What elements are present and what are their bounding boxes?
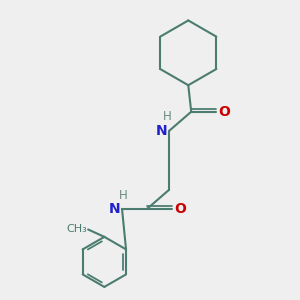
Text: CH₃: CH₃ bbox=[66, 224, 87, 234]
Text: H: H bbox=[163, 110, 172, 123]
Text: O: O bbox=[219, 105, 230, 119]
Text: N: N bbox=[156, 124, 168, 138]
Text: N: N bbox=[109, 202, 121, 216]
Text: O: O bbox=[174, 202, 186, 216]
Text: H: H bbox=[119, 188, 128, 202]
